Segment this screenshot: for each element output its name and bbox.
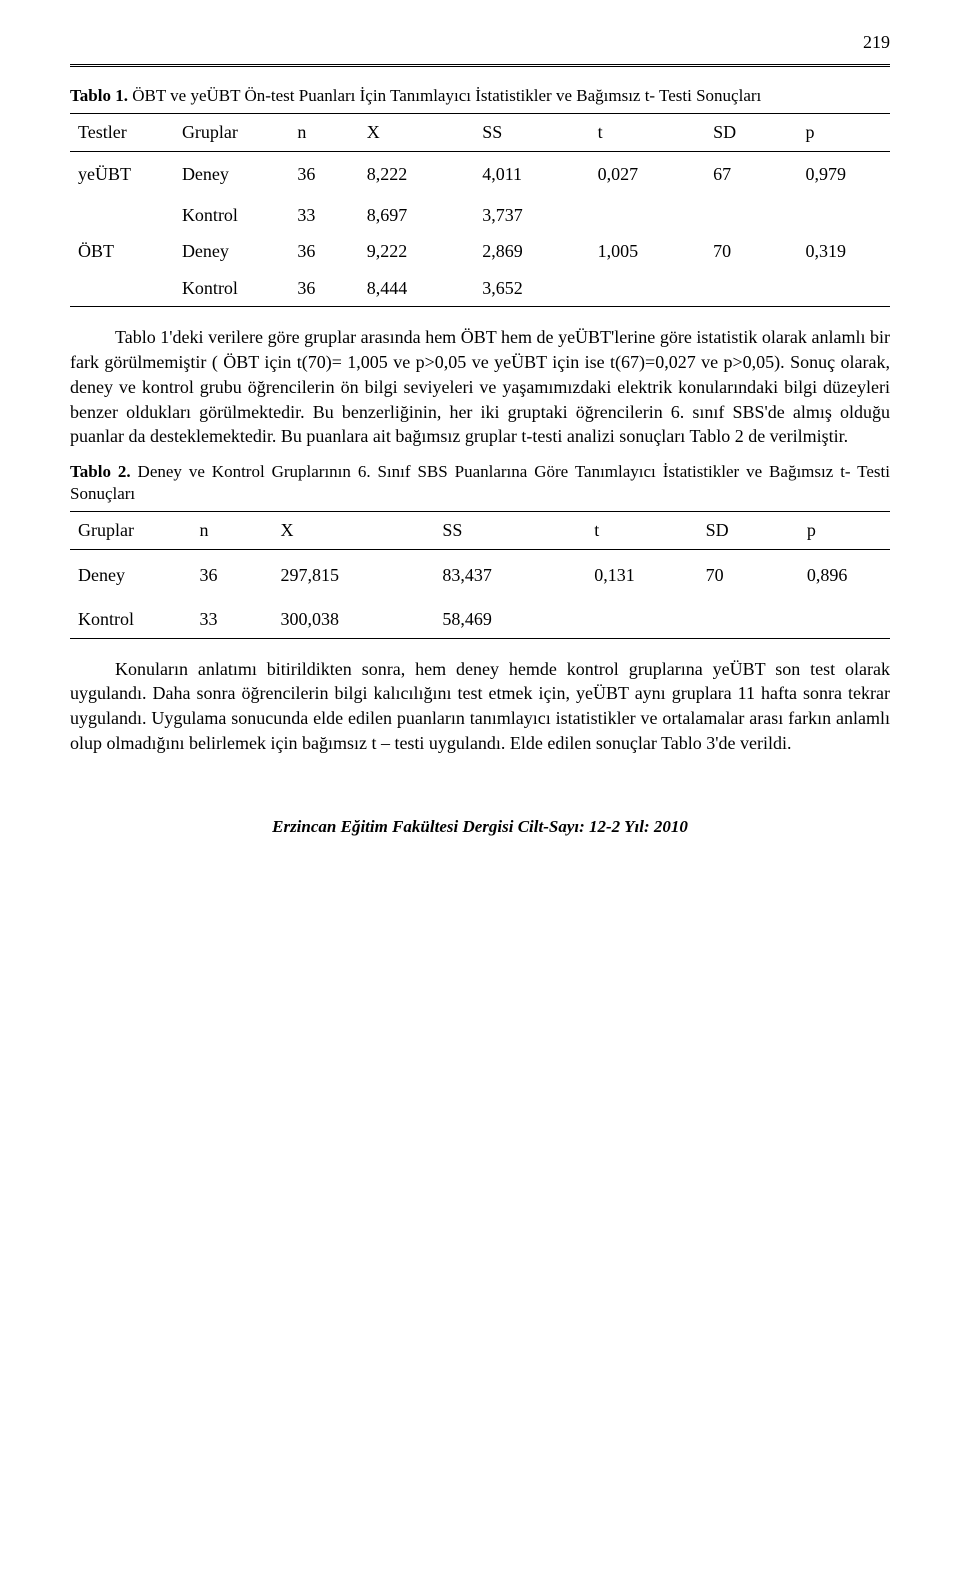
table-cell: 0,131 <box>586 549 697 601</box>
table1-header-row: Testler Gruplar n X SS t SD p <box>70 114 890 151</box>
table-cell: 36 <box>289 233 358 269</box>
table-cell: 36 <box>289 270 358 307</box>
table-cell <box>590 197 705 233</box>
table1-header: SS <box>474 114 589 151</box>
table-cell <box>70 270 174 307</box>
table-cell: 3,652 <box>474 270 589 307</box>
table-cell: 8,697 <box>359 197 474 233</box>
table1: Testler Gruplar n X SS t SD p yeÜBT Dene… <box>70 113 890 307</box>
table-cell <box>705 270 797 307</box>
table-cell: 4,011 <box>474 151 589 197</box>
table-cell: Deney <box>174 151 289 197</box>
paragraph-1-text: Tablo 1'deki verilere göre gruplar arası… <box>70 327 890 446</box>
table-row: Kontrol 33 300,038 58,469 <box>70 601 890 638</box>
table2-header: Gruplar <box>70 512 191 549</box>
table-cell: Kontrol <box>70 601 191 638</box>
table-cell: 67 <box>705 151 797 197</box>
table-cell: 9,222 <box>359 233 474 269</box>
table-cell: 70 <box>698 549 799 601</box>
table-cell: 2,869 <box>474 233 589 269</box>
table-cell: 36 <box>191 549 272 601</box>
table-cell: yeÜBT <box>70 151 174 197</box>
table-cell <box>586 601 697 638</box>
table-row: yeÜBT Deney 36 8,222 4,011 0,027 67 0,97… <box>70 151 890 197</box>
table1-header: n <box>289 114 358 151</box>
table2-caption: Tablo 2. Deney ve Kontrol Gruplarının 6.… <box>70 461 890 505</box>
table2-header: SD <box>698 512 799 549</box>
table1-caption-text: ÖBT ve yeÜBT Ön-test Puanları İçin Tanım… <box>128 86 761 105</box>
table-cell: ÖBT <box>70 233 174 269</box>
table-row: ÖBT Deney 36 9,222 2,869 1,005 70 0,319 <box>70 233 890 269</box>
table1-caption: Tablo 1. ÖBT ve yeÜBT Ön-test Puanları İ… <box>70 85 890 107</box>
table1-caption-label: Tablo 1. <box>70 86 128 105</box>
table1-header: X <box>359 114 474 151</box>
table-cell: 83,437 <box>434 549 586 601</box>
table2-caption-text: Deney ve Kontrol Gruplarının 6. Sınıf SB… <box>70 462 890 503</box>
table2-header: X <box>272 512 434 549</box>
table-cell: 0,896 <box>799 549 890 601</box>
table2-header: t <box>586 512 697 549</box>
table-cell <box>798 270 890 307</box>
table1-header: Gruplar <box>174 114 289 151</box>
paragraph-1: Tablo 1'deki verilere göre gruplar arası… <box>70 325 890 449</box>
table2-header: SS <box>434 512 586 549</box>
paragraph-2: Konuların anlatımı bitirildikten sonra, … <box>70 657 890 756</box>
table-cell: 300,038 <box>272 601 434 638</box>
table-cell: Kontrol <box>174 197 289 233</box>
table1-header: p <box>798 114 890 151</box>
table-cell: Kontrol <box>174 270 289 307</box>
table-cell: 0,027 <box>590 151 705 197</box>
table-cell: 36 <box>289 151 358 197</box>
table-cell: 33 <box>289 197 358 233</box>
table-cell: 1,005 <box>590 233 705 269</box>
table-cell: 8,222 <box>359 151 474 197</box>
table-cell: Deney <box>70 549 191 601</box>
journal-footer: Erzincan Eğitim Fakültesi Dergisi Cilt-S… <box>70 816 890 839</box>
table-row: Kontrol 36 8,444 3,652 <box>70 270 890 307</box>
table-cell <box>705 197 797 233</box>
table-row: Kontrol 33 8,697 3,737 <box>70 197 890 233</box>
paragraph-2-text: Konuların anlatımı bitirildikten sonra, … <box>70 659 890 753</box>
table-cell: Deney <box>174 233 289 269</box>
table-cell <box>70 197 174 233</box>
table1-header: SD <box>705 114 797 151</box>
table2-caption-label: Tablo 2. <box>70 462 131 481</box>
table-cell: 8,444 <box>359 270 474 307</box>
table-cell <box>799 601 890 638</box>
table-cell: 58,469 <box>434 601 586 638</box>
table1-header: t <box>590 114 705 151</box>
table-cell: 3,737 <box>474 197 589 233</box>
table-cell <box>698 601 799 638</box>
table-cell: 33 <box>191 601 272 638</box>
header-double-rule <box>70 64 890 67</box>
table2-header-row: Gruplar n X SS t SD p <box>70 512 890 549</box>
table-cell <box>590 270 705 307</box>
table2-header: n <box>191 512 272 549</box>
table-cell: 0,979 <box>798 151 890 197</box>
page-number: 219 <box>70 30 890 54</box>
table2-header: p <box>799 512 890 549</box>
table-cell: 297,815 <box>272 549 434 601</box>
table-cell: 0,319 <box>798 233 890 269</box>
table-cell <box>798 197 890 233</box>
table-row: Deney 36 297,815 83,437 0,131 70 0,896 <box>70 549 890 601</box>
table-cell: 70 <box>705 233 797 269</box>
table2: Gruplar n X SS t SD p Deney 36 297,815 8… <box>70 511 890 638</box>
table1-header: Testler <box>70 114 174 151</box>
